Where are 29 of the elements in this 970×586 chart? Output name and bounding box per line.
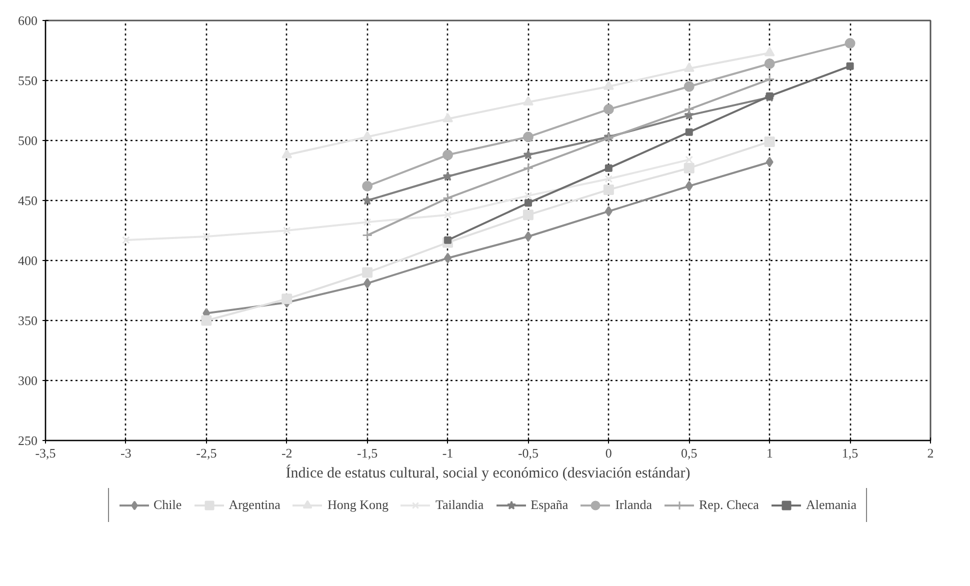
x-tick-label: 1,5 bbox=[842, 446, 858, 460]
y-tick-label: 350 bbox=[18, 313, 38, 328]
y-tick-label: 400 bbox=[18, 253, 38, 268]
legend-label: Chile bbox=[154, 497, 182, 513]
x-tick-label: 0,5 bbox=[681, 446, 698, 460]
x-tick-label: 0 bbox=[605, 446, 612, 460]
y-tick-label: 500 bbox=[18, 133, 38, 148]
x-tick-label: -3,5 bbox=[35, 446, 56, 460]
x-axis-title: Índice de estatus cultural, social y económico (desviación estándar) bbox=[286, 464, 690, 482]
x-tick-label: -1,5 bbox=[357, 446, 378, 460]
x-tick-label: 2 bbox=[927, 446, 934, 460]
y-tick-label: 300 bbox=[18, 373, 38, 388]
legend-label: Rep. Checa bbox=[699, 497, 759, 513]
legend-label: Argentina bbox=[228, 497, 280, 513]
legend-label: Hong Kong bbox=[327, 497, 388, 513]
y-tick-label: 250 bbox=[18, 433, 38, 448]
y-tick-label: 450 bbox=[18, 193, 38, 208]
x-tick-label: -2,5 bbox=[196, 446, 217, 460]
x-tick-label: -1 bbox=[442, 446, 454, 460]
y-tick-label: 550 bbox=[18, 73, 38, 88]
legend-label: Alemania bbox=[806, 497, 856, 513]
legend-label: Tailandia bbox=[435, 497, 484, 513]
y-tick-label: 600 bbox=[18, 13, 38, 28]
legend-label: España bbox=[530, 497, 568, 513]
x-tick-label: 1 bbox=[766, 446, 773, 460]
x-tick-label: -3 bbox=[120, 446, 132, 460]
x-tick-label: -0,5 bbox=[518, 446, 539, 460]
x-tick-label: -2 bbox=[281, 446, 292, 460]
legend-label: Irlanda bbox=[615, 497, 652, 513]
